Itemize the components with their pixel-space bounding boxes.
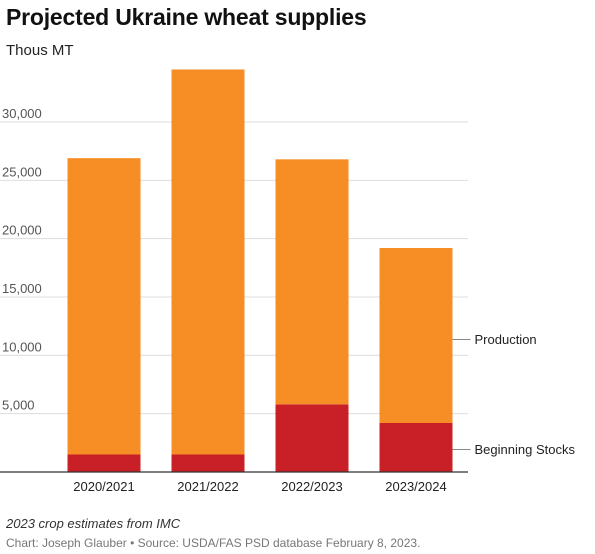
y-tick-label: 10,000	[2, 339, 42, 354]
legend-label-beginning-stocks: Beginning Stocks	[475, 442, 576, 457]
chart-title: Projected Ukraine wheat supplies	[6, 4, 367, 30]
bar-production	[275, 159, 349, 405]
legend-label-production: Production	[475, 332, 537, 347]
x-axis-labels: 2020/2021 2021/2022 2022/2023 2023/2024	[73, 479, 446, 494]
bar-production	[67, 158, 141, 455]
y-axis-labels: 5,000 10,000 15,000 20,000 25,000 30,000	[2, 106, 42, 413]
bar-beginning-stocks	[67, 454, 141, 472]
y-tick-label: 25,000	[2, 164, 42, 179]
x-tick-label: 2020/2021	[73, 479, 134, 494]
chart-credit: Chart: Joseph Glauber • Source: USDA/FAS…	[6, 536, 421, 550]
chart-note: 2023 crop estimates from IMC	[6, 516, 181, 531]
y-tick-label: 5,000	[2, 398, 35, 413]
bar-beginning-stocks	[379, 422, 453, 472]
stacked-bar-chart: 5,000 10,000 15,000 20,000 25,000 30,000 2020…	[0, 69, 576, 494]
x-tick-label: 2021/2022	[177, 479, 238, 494]
y-tick-label: 15,000	[2, 281, 42, 296]
bar-production	[379, 247, 453, 423]
legend: Beginning Stocks Production	[452, 332, 576, 457]
y-tick-label: 30,000	[2, 106, 42, 121]
x-tick-label: 2022/2023	[281, 479, 342, 494]
bar-production	[171, 69, 245, 455]
y-tick-label: 20,000	[2, 223, 42, 238]
bars	[67, 69, 453, 472]
bar-beginning-stocks	[171, 454, 245, 472]
chart-subtitle: Thous MT	[6, 42, 74, 59]
x-tick-label: 2023/2024	[385, 479, 446, 494]
bar-beginning-stocks	[275, 404, 349, 472]
